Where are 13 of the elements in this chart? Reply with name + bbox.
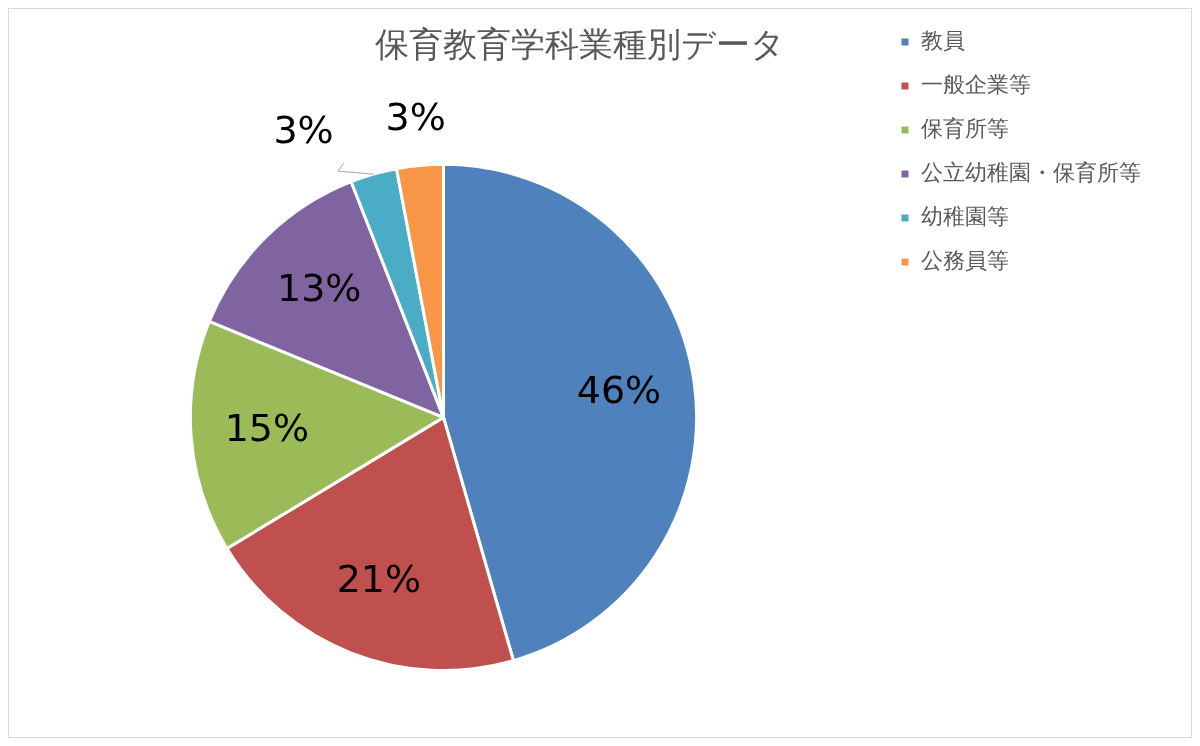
chart-title: 保育教育学科業種別データ xyxy=(375,24,785,65)
data-label: 46% xyxy=(576,367,662,412)
data-label: 3% xyxy=(385,95,446,140)
data-label: 13% xyxy=(276,266,362,311)
legend-label: 公務員等 xyxy=(921,247,1009,273)
legend-label: 公立幼稚園・保育所等 xyxy=(921,159,1141,185)
data-label: 15% xyxy=(224,406,310,451)
legend-label: 教員 xyxy=(921,27,965,53)
legend-label: 一般企業等 xyxy=(921,71,1031,97)
legend-label: 幼稚園等 xyxy=(921,203,1009,229)
data-label: 3% xyxy=(273,108,334,153)
data-label: 21% xyxy=(336,557,422,602)
legend-label: 保育所等 xyxy=(921,115,1009,141)
